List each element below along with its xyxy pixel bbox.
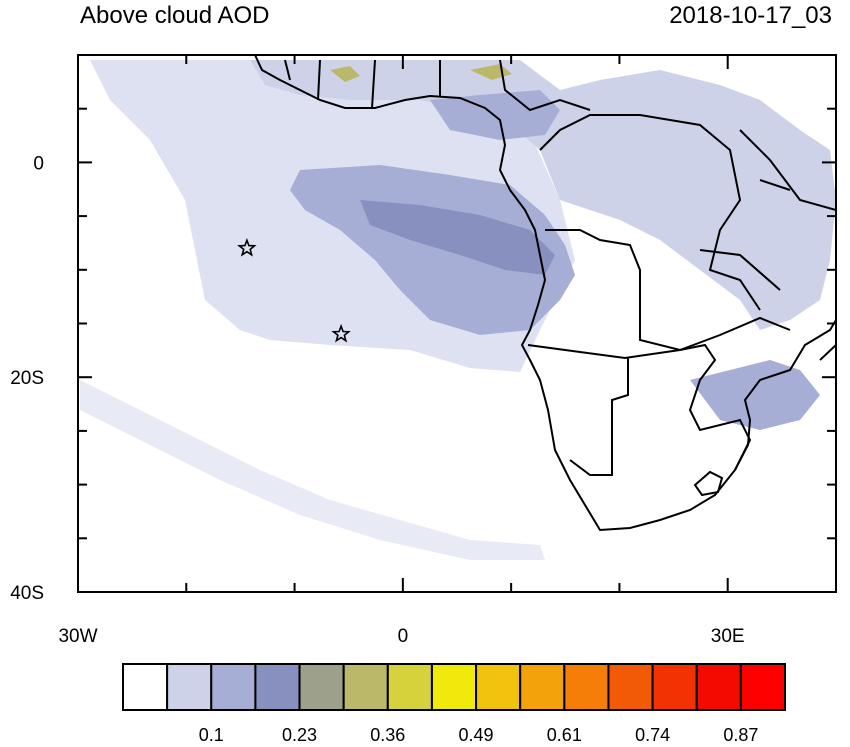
axis-ticks [77, 54, 837, 593]
colorbar-swatch [342, 663, 389, 711]
aod-olive-patch [330, 66, 360, 82]
lon-tick-label: 30E [711, 626, 745, 647]
map-timestamp: 2018-10-17_03 [669, 2, 832, 29]
aod-mid-region [290, 165, 575, 335]
border-drc [539, 114, 761, 311]
colorbar-label: 0.23 [282, 725, 317, 745]
border-namibia-botswana [569, 358, 629, 476]
colorbar-swatch [122, 663, 169, 711]
colorbar-label: 0.61 [547, 725, 582, 745]
coastlines [254, 55, 836, 532]
colorbar-swatch [695, 663, 742, 711]
lon-tick-label: 30W [58, 626, 97, 647]
border-central [545, 229, 791, 352]
colorbar-label: 0.1 [199, 725, 224, 745]
aod-high-region [360, 200, 555, 275]
border-east [699, 129, 836, 291]
border-west [284, 59, 591, 112]
lat-tick-label: 20S [10, 368, 44, 389]
axis-tick-labels: 0 20S 40S 30W 0 30E [10, 153, 744, 647]
coastline-west-africa [254, 55, 836, 532]
star-marker-icon [331, 323, 351, 343]
lat-tick-label: 0 [33, 153, 44, 174]
colorbar-swatch [475, 663, 522, 711]
aod-mid-region [690, 360, 820, 430]
colorbar-swatch [210, 663, 257, 711]
marker-group [237, 238, 351, 343]
colorbar-swatch [298, 663, 345, 711]
colorbar-swatch [254, 663, 301, 711]
colorbar-swatch [430, 663, 478, 711]
aod-low-region [250, 60, 836, 330]
coastline-madagascar [819, 344, 836, 361]
colorbar [122, 663, 786, 711]
colorbar-swatch [651, 663, 698, 711]
map-title: Above cloud AOD [80, 2, 270, 29]
colorbar-label: 0.36 [370, 725, 405, 745]
colorbar-label: 0.74 [635, 725, 670, 745]
colorbar-swatch [739, 663, 786, 711]
lat-tick-label: 40S [10, 583, 44, 604]
colorbar-swatch [563, 663, 610, 711]
border-lesotho [693, 470, 724, 497]
colorbar-label: 0.49 [459, 725, 494, 745]
colorbar-label: 0.87 [723, 725, 758, 745]
colorbar-swatch [386, 663, 433, 711]
colorbar-swatch [519, 663, 566, 711]
lon-tick-label: 0 [398, 626, 409, 647]
aod-field [80, 60, 836, 560]
border-southern-africa [527, 343, 752, 471]
colorbar-swatch [607, 663, 654, 711]
colorbar-labels: 0.1 0.23 0.36 0.49 0.61 0.74 0.87 [199, 725, 759, 745]
aod-low-region [80, 380, 545, 560]
star-marker-icon [237, 238, 257, 257]
colorbar-swatch [166, 663, 213, 711]
